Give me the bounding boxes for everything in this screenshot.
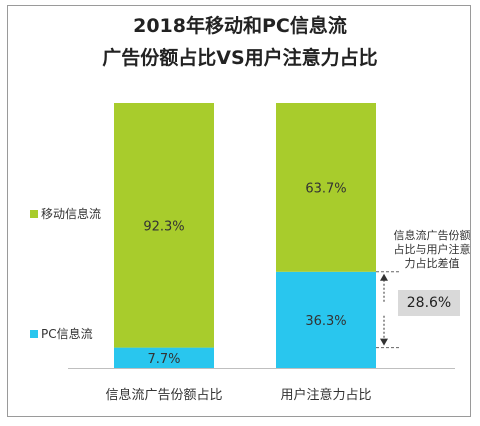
data-label-mobile-1: 92.3% [143,219,184,234]
chart-subtitle: 广告份额占比VS用户注意力占比 [102,47,378,69]
legend-label-mobile: 移动信息流 [41,207,102,221]
data-label-mobile-2: 63.7% [305,181,346,196]
bar-pc-1 [114,347,214,368]
arrow-up-icon [380,273,388,281]
x-tick-label-1: 信息流广告份额占比 [105,387,222,403]
data-label-pc-1: 7.7% [147,352,180,367]
legend-item-pc: PC信息流 [30,325,93,342]
x-tick-label-2: 用户注意力占比 [280,387,371,403]
difference-value-box: 28.6% [398,290,460,316]
bar-mobile-2 [276,103,376,272]
chart-title: 2018年移动和PC信息流 [133,15,347,37]
data-label-pc-2: 36.3% [305,314,346,329]
bar-pc-2 [276,271,376,368]
legend-swatch-pc [30,329,38,338]
legend-label-pc: PC信息流 [41,327,93,341]
difference-note: 信息流广告份额占比与用户注意力占比差值 [393,229,471,270]
arrow-down-icon [380,338,388,346]
bar-mobile-1 [114,103,214,348]
chart-frame [7,5,471,417]
legend-item-mobile: 移动信息流 [30,205,101,222]
legend-swatch-mobile [30,209,38,218]
